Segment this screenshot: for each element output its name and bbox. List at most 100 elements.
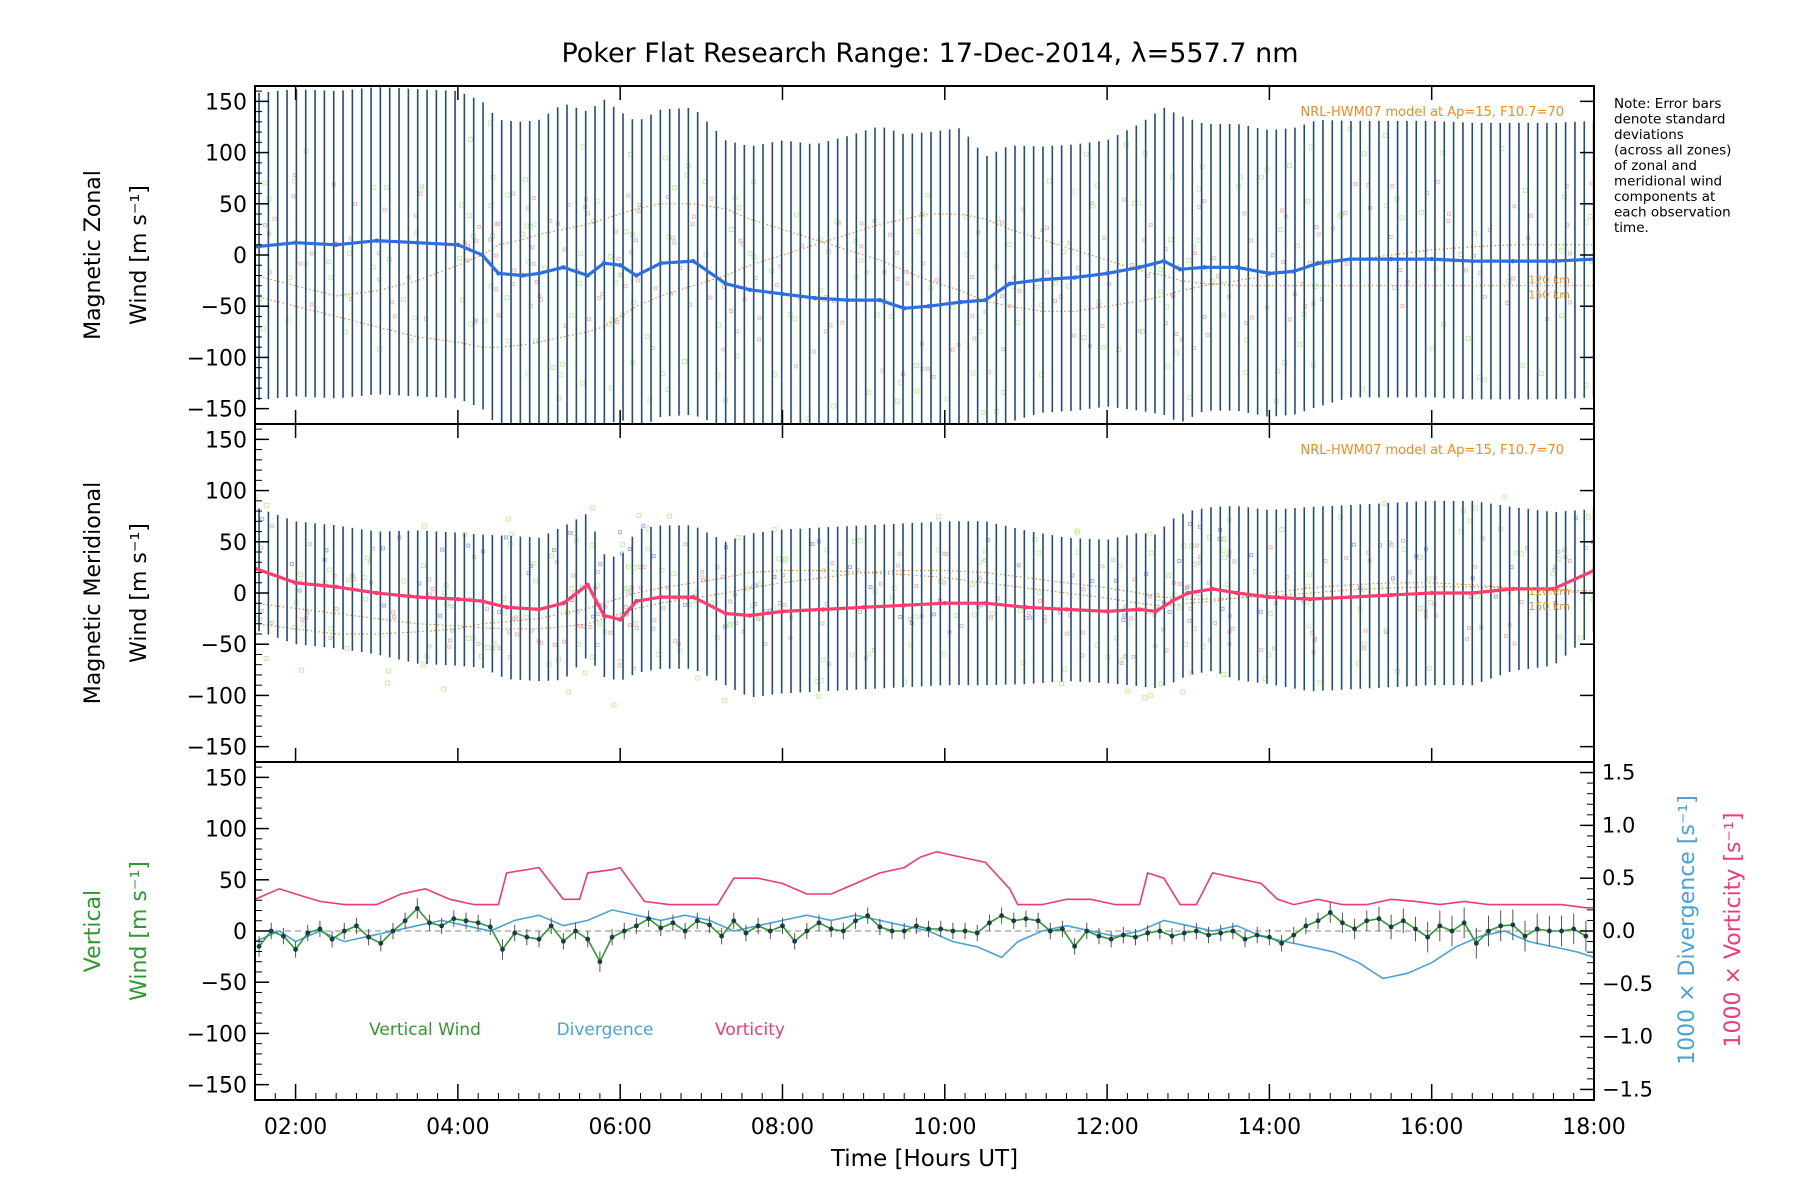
scatter-point bbox=[700, 575, 705, 580]
vertical-wind-point bbox=[987, 920, 992, 926]
vertical-wind-point bbox=[646, 916, 651, 922]
scatter-point bbox=[506, 338, 512, 344]
scatter-point bbox=[1518, 551, 1524, 557]
scatter-point bbox=[577, 280, 583, 286]
scatter-point bbox=[888, 232, 893, 237]
plot-area bbox=[255, 87, 1594, 424]
scatter-point bbox=[1197, 205, 1202, 210]
scatter-point bbox=[728, 227, 734, 233]
scatter-point bbox=[1211, 256, 1216, 261]
y-label-line2: Wind [m s⁻¹] bbox=[127, 861, 152, 1001]
panel-frame bbox=[254, 85, 1595, 425]
scatter-point bbox=[972, 336, 977, 341]
scatter-point bbox=[1006, 242, 1012, 248]
scatter-point bbox=[978, 576, 983, 581]
scatter-point bbox=[782, 602, 787, 607]
vertical-wind-point bbox=[1449, 928, 1455, 934]
vertical-wind-point bbox=[1108, 936, 1114, 942]
scatter-point bbox=[792, 316, 798, 322]
scatter-point bbox=[1473, 564, 1478, 569]
vertical-wind-point bbox=[719, 933, 725, 939]
vertical-wind-point bbox=[560, 938, 566, 944]
vertical-wind-point bbox=[707, 922, 712, 928]
scatter-point bbox=[763, 641, 768, 646]
scatter-point bbox=[1408, 570, 1413, 575]
scatter-point bbox=[1519, 600, 1524, 605]
scatter-point bbox=[914, 363, 920, 369]
y2-label-divergence: 1000 × Divergence [s⁻¹] bbox=[1675, 795, 1700, 1065]
scatter-point bbox=[511, 191, 516, 196]
scatter-point bbox=[551, 547, 556, 552]
scatter-point bbox=[1113, 578, 1118, 583]
scatter-point bbox=[346, 577, 352, 583]
zonal-wind-point bbox=[747, 287, 753, 293]
scatter-point bbox=[262, 223, 267, 228]
legend-vertical-wind: Vertical Wind bbox=[369, 1020, 481, 1040]
zonal-wind-point bbox=[455, 242, 461, 247]
scatter-point bbox=[1242, 211, 1247, 216]
vertical-wind-point bbox=[1376, 916, 1382, 922]
scatter-point bbox=[1075, 530, 1081, 536]
scatter-point bbox=[1418, 605, 1424, 611]
zonal-wind-point bbox=[1429, 256, 1434, 262]
meridional-wind-point bbox=[374, 590, 379, 596]
vertical-wind-point bbox=[390, 928, 396, 934]
scatter-point bbox=[613, 229, 618, 234]
scatter-point bbox=[651, 554, 656, 559]
vertical-wind-point bbox=[1157, 928, 1163, 934]
scatter-point bbox=[858, 609, 863, 614]
vertical-wind-point bbox=[512, 930, 518, 936]
scatter-point bbox=[623, 586, 629, 592]
scatter-point bbox=[466, 543, 471, 548]
scatter-point bbox=[775, 283, 780, 288]
meridional-wind-point bbox=[1023, 605, 1029, 610]
y-tick-label: 150 bbox=[205, 766, 247, 791]
scatter-point bbox=[1557, 634, 1563, 640]
zonal-wind-point bbox=[617, 263, 623, 268]
scatter-point bbox=[595, 611, 600, 616]
scatter-point bbox=[484, 645, 490, 651]
vertical-wind-point bbox=[828, 926, 834, 932]
scatter-point bbox=[400, 297, 406, 303]
error-bars bbox=[258, 87, 1594, 424]
scatter-point bbox=[1045, 225, 1050, 230]
vertical-wind-point bbox=[1266, 934, 1272, 940]
scatter-point bbox=[728, 621, 734, 627]
scatter-point bbox=[438, 613, 443, 618]
model-height-label: 120 km bbox=[1528, 274, 1570, 287]
vertical-wind-point bbox=[500, 947, 505, 952]
vertical-wind-point bbox=[463, 918, 469, 924]
scatter-point bbox=[1046, 178, 1052, 184]
vertical-wind-point bbox=[1060, 926, 1065, 932]
scatter-point bbox=[334, 607, 339, 612]
scatter-point bbox=[414, 230, 420, 236]
vertical-wind-point bbox=[378, 940, 384, 946]
scatter-point bbox=[1447, 211, 1452, 216]
scatter-point bbox=[1173, 349, 1179, 355]
zonal-wind-point bbox=[496, 271, 501, 276]
vertical-wind-point bbox=[1303, 923, 1309, 929]
scatter-point bbox=[548, 553, 554, 559]
zonal-wind-point bbox=[536, 271, 542, 276]
scatter-point bbox=[578, 251, 584, 257]
model-150km-line bbox=[255, 569, 1594, 630]
scatter-point bbox=[297, 588, 302, 593]
scatter-point bbox=[636, 209, 641, 214]
zonal-wind-point bbox=[723, 281, 728, 286]
y-label-line2: Wind [m s⁻¹] bbox=[127, 523, 152, 663]
scatter-point bbox=[772, 575, 777, 580]
scatter-point bbox=[848, 565, 853, 570]
scatter-point bbox=[1278, 226, 1284, 232]
scatter-point bbox=[793, 364, 798, 369]
scatter-point bbox=[440, 547, 445, 552]
meridional-wind-point bbox=[1210, 586, 1215, 592]
scatter-point bbox=[421, 562, 427, 568]
scatter-point bbox=[1344, 555, 1349, 560]
scatter-point bbox=[1221, 537, 1227, 543]
scatter-point bbox=[298, 572, 304, 578]
scatter-point bbox=[1100, 564, 1105, 569]
scatter-point bbox=[1597, 523, 1600, 526]
meridional-wind-point bbox=[820, 607, 826, 612]
scatter-point bbox=[1401, 538, 1406, 543]
